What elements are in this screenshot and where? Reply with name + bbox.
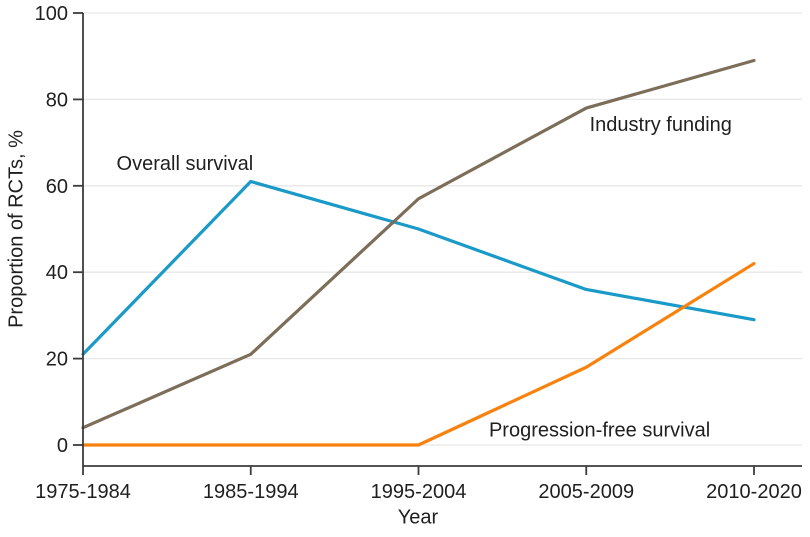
series-lines (81, 58, 756, 447)
y-axis-ticks: 0 20 40 60 80 100 (35, 3, 83, 457)
y-tick-label: 20 (46, 349, 68, 371)
series-label-progression-free-survival: Progression-free survival (489, 419, 710, 441)
y-tick-label: 40 (46, 262, 68, 284)
x-tick-label: 2010-2020 (706, 481, 802, 503)
x-tick-label: 1975-1984 (35, 481, 131, 503)
y-axis-title: Proportion of RCTs, % (5, 130, 28, 328)
series-line-overall-survival (81, 179, 756, 356)
y-tick-label: 80 (46, 89, 68, 111)
x-tick-label: 2005-2009 (538, 481, 634, 503)
series-label-industry-funding: Industry funding (590, 114, 732, 136)
axes (82, 13, 802, 467)
y-tick-label: 60 (46, 176, 68, 198)
series-labels: Overall survival Industry funding Progress… (117, 114, 732, 441)
x-axis-ticks: 1975-1984 1985-1994 1995-2004 2005-2009 2010… (35, 466, 802, 503)
gridlines (83, 12, 802, 446)
y-tick-label: 100 (35, 3, 68, 25)
x-axis-title: Year (397, 506, 439, 529)
y-tick-label: 0 (57, 435, 68, 457)
x-tick-label: 1995-2004 (371, 481, 467, 503)
x-tick-label: 1985-1994 (203, 481, 299, 503)
series-line-progression-free-survival (81, 261, 756, 447)
series-label-overall-survival: Overall survival (117, 153, 254, 175)
series-line-industry-funding (81, 58, 756, 430)
